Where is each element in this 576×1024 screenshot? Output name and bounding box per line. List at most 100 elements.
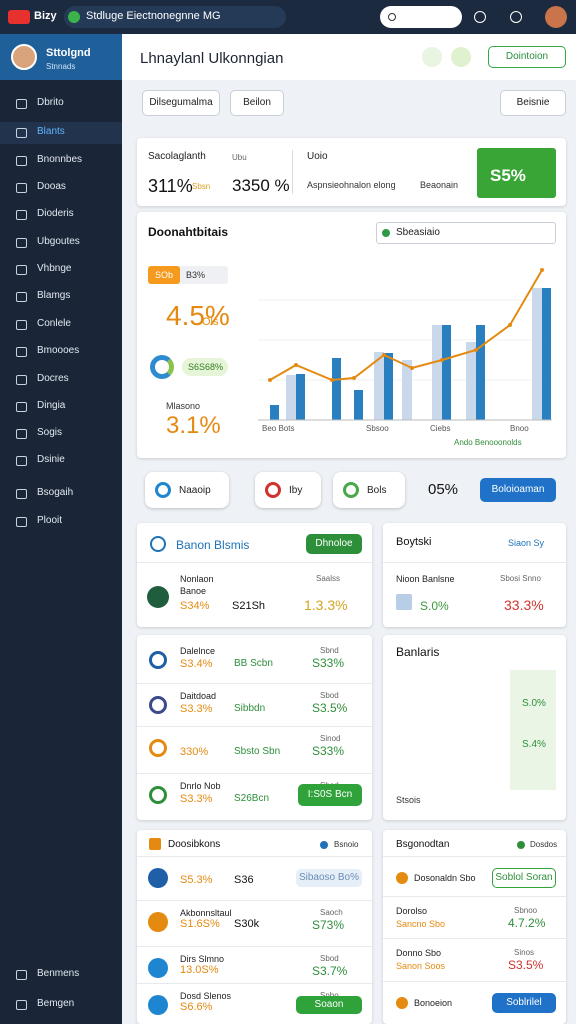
- card-link[interactable]: Bsnoio: [334, 840, 359, 849]
- row-value: S5.3%: [180, 874, 213, 886]
- nav-item[interactable]: Blants: [37, 126, 65, 137]
- row-logo: [148, 868, 168, 888]
- nav-item[interactable]: Dingia: [37, 400, 66, 411]
- user-name: Sttolgnd: [46, 47, 91, 59]
- row-button[interactable]: [492, 868, 556, 888]
- nav-icon: [16, 429, 27, 439]
- nav-item[interactable]: Dbrito: [37, 97, 64, 108]
- nav-item[interactable]: Plooit: [37, 515, 63, 526]
- row-label: Sbod: [320, 691, 339, 700]
- row-label: Sinod: [320, 734, 341, 743]
- nav-icon: [16, 265, 27, 275]
- row-button[interactable]: [492, 993, 556, 1013]
- kpi-badge-value: S5%: [490, 166, 526, 185]
- link-icon: [517, 841, 525, 849]
- filter-label: Dilsegumalma: [149, 97, 213, 108]
- row-value: S34%: [180, 600, 210, 612]
- icon-b: [510, 11, 522, 23]
- action-button[interactable]: [480, 478, 556, 502]
- card-icon: [150, 536, 166, 552]
- nav-icon: [16, 402, 27, 412]
- app-title: Stdluge Eiectnonegnne MG: [86, 10, 221, 22]
- nav-item[interactable]: Conlele: [37, 318, 71, 329]
- nav-icon: [16, 456, 27, 466]
- row-logo: [149, 786, 167, 804]
- row-button[interactable]: [296, 996, 362, 1014]
- row-value: S3.4%: [180, 658, 213, 670]
- card-button-label: Dhnoloe: [315, 538, 353, 549]
- row-button-label: Soblol Soran: [495, 872, 553, 883]
- nav-item[interactable]: Bsogaih: [37, 487, 74, 498]
- separator: [383, 938, 566, 939]
- nav-item[interactable]: Ubgoutes: [37, 236, 80, 247]
- row-label: Sbosi Snno: [500, 574, 541, 583]
- filter[interactable]: [500, 90, 566, 116]
- chip-value: B3%: [186, 270, 206, 280]
- x-label: Sbsoo: [366, 424, 389, 433]
- chart-select[interactable]: [376, 222, 556, 244]
- select-icon: [382, 229, 390, 237]
- row-value: 330%: [180, 746, 209, 758]
- nav-item[interactable]: Bemgen: [37, 998, 75, 1009]
- nav-item[interactable]: Blamgs: [37, 290, 71, 301]
- nav-item[interactable]: Docres: [37, 373, 69, 384]
- pill-label: Naaoip: [179, 485, 211, 496]
- row-value: S33%: [312, 744, 345, 758]
- nav-item[interactable]: Vhbnge: [37, 263, 72, 274]
- row-label: Sbnoo: [514, 906, 538, 915]
- sidebar: [0, 34, 122, 1024]
- row-label: Saalss: [316, 574, 341, 583]
- nav-item[interactable]: Dooas: [37, 181, 66, 192]
- row-name: Daitdoad: [180, 691, 217, 701]
- row-value: BB Scbn: [234, 658, 273, 669]
- nav-item[interactable]: Benmens: [37, 968, 80, 979]
- filter[interactable]: [230, 90, 284, 116]
- card-icon: [149, 838, 161, 850]
- nav-item[interactable]: Bnonnbes: [37, 154, 83, 165]
- pill-label: Bols: [367, 485, 387, 496]
- nav-icon: [16, 517, 27, 527]
- nav-item[interactable]: Dsinie: [37, 454, 65, 465]
- separator: [137, 856, 372, 857]
- card: [137, 830, 372, 1024]
- kpi-label: Sacolaglanth: [148, 151, 206, 162]
- search[interactable]: [380, 6, 462, 28]
- nav-item[interactable]: Dioderis: [37, 208, 74, 219]
- card-link[interactable]: Dosdos: [530, 840, 558, 849]
- nav-icon: [16, 970, 27, 980]
- active-item: [0, 122, 122, 144]
- card: [383, 830, 566, 1024]
- separator: [137, 946, 372, 947]
- row-button[interactable]: [296, 869, 362, 887]
- big-value: 3.1%: [166, 412, 221, 439]
- filter[interactable]: [142, 90, 220, 116]
- separator: [383, 896, 566, 897]
- separator: [383, 856, 566, 857]
- kpi-value: 311%: [148, 176, 193, 196]
- header-button[interactable]: [488, 46, 566, 68]
- action-button-label: Boloioaman: [491, 484, 545, 495]
- separator: [137, 773, 372, 774]
- row-button-label: Sibaoso Bo%: [298, 872, 360, 883]
- nav-item[interactable]: Sogis: [37, 427, 63, 438]
- row-sub: Sanon Soos: [396, 961, 446, 971]
- card-link[interactable]: Siaon Sy: [508, 538, 545, 548]
- chart-title: Doonahtbitais: [148, 225, 228, 239]
- row-value: S6.6%: [180, 1001, 213, 1013]
- row-logo: [148, 958, 168, 978]
- header-button-label: Dointoion: [505, 51, 549, 62]
- row-value: 33.3%: [504, 597, 544, 613]
- title-icon: [68, 11, 80, 23]
- row-value: S3.3%: [180, 703, 213, 715]
- row-name: Dirs Slmno: [180, 954, 225, 964]
- nav-item[interactable]: Bmoooes: [37, 345, 80, 356]
- row-button[interactable]: [298, 784, 362, 806]
- chip-label: SOb: [155, 270, 174, 280]
- title-pill: [64, 6, 286, 28]
- row-button-label: I:S0S Bcn: [307, 789, 353, 800]
- kpi-value: 3350 %: [232, 176, 290, 195]
- card-button[interactable]: [306, 534, 362, 554]
- nav-icon: [16, 375, 27, 385]
- row-value: S3.3%: [180, 793, 213, 805]
